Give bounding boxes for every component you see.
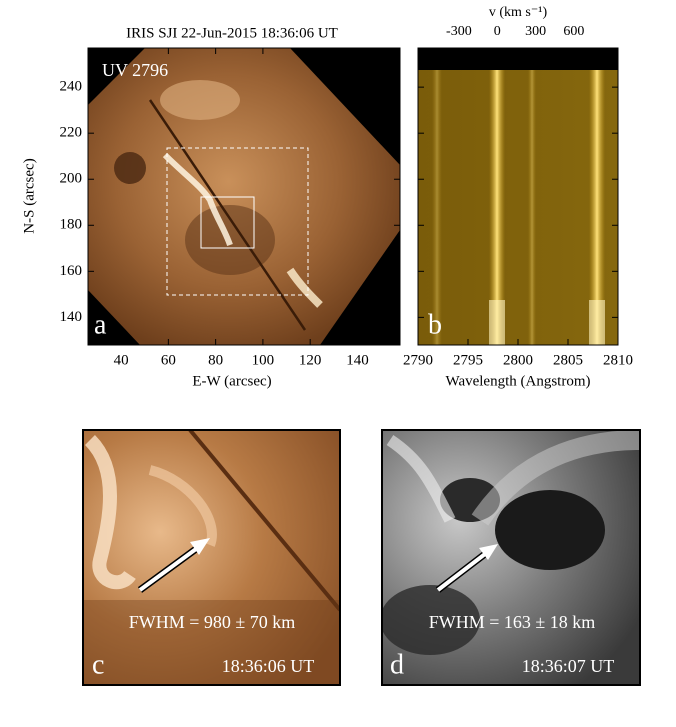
- x-tick-label: 80: [208, 352, 223, 368]
- panel-letter: d: [390, 649, 404, 680]
- x-tick-label: 2810: [603, 352, 633, 368]
- x-axis-label: E-W (arcsec): [192, 373, 271, 389]
- timestamp: 18:36:07 UT: [522, 656, 615, 676]
- x-tick-label: 2805: [553, 352, 583, 368]
- y-tick-label: 140: [60, 309, 83, 325]
- top-tick-label: 0: [494, 24, 501, 39]
- x-tick-label: 120: [299, 352, 322, 368]
- x-tick-label: 100: [252, 352, 275, 368]
- x-axis-label: Wavelength (Angstrom): [445, 373, 590, 389]
- x-tick-label: 2790: [403, 352, 433, 368]
- image-a: [88, 48, 400, 345]
- top-tick-label: 300: [525, 24, 546, 39]
- top-axis-label: v (km s⁻¹): [489, 5, 548, 20]
- panel-label: UV 2796: [102, 60, 168, 80]
- y-tick-label: 220: [60, 125, 83, 141]
- y-axis-label: N-S (arcsec): [21, 158, 37, 233]
- x-tick-label: 140: [346, 352, 369, 368]
- panel-letter: a: [94, 309, 107, 340]
- y-tick-label: 240: [60, 79, 83, 95]
- panel-title: IRIS SJI 22-Jun-2015 18:36:06 UT: [126, 25, 338, 41]
- timestamp: 18:36:06 UT: [222, 656, 315, 676]
- x-tick-label: 60: [161, 352, 176, 368]
- y-tick-label: 160: [60, 263, 83, 279]
- annotation: FWHM = 980 ± 70 km: [129, 612, 296, 632]
- x-tick-label: 2800: [503, 352, 533, 368]
- image-d: [382, 430, 640, 685]
- panel-letter: c: [92, 649, 104, 680]
- image-b: [418, 48, 618, 345]
- top-tick-label: 600: [563, 24, 584, 39]
- x-tick-label: 2795: [453, 352, 483, 368]
- y-tick-label: 200: [60, 171, 83, 187]
- x-tick-label: 40: [114, 352, 129, 368]
- top-tick-label: -300: [446, 24, 472, 39]
- annotation: FWHM = 163 ± 18 km: [429, 612, 596, 632]
- panel-letter: b: [428, 309, 442, 340]
- image-c: [83, 430, 340, 685]
- y-tick-label: 180: [60, 217, 83, 233]
